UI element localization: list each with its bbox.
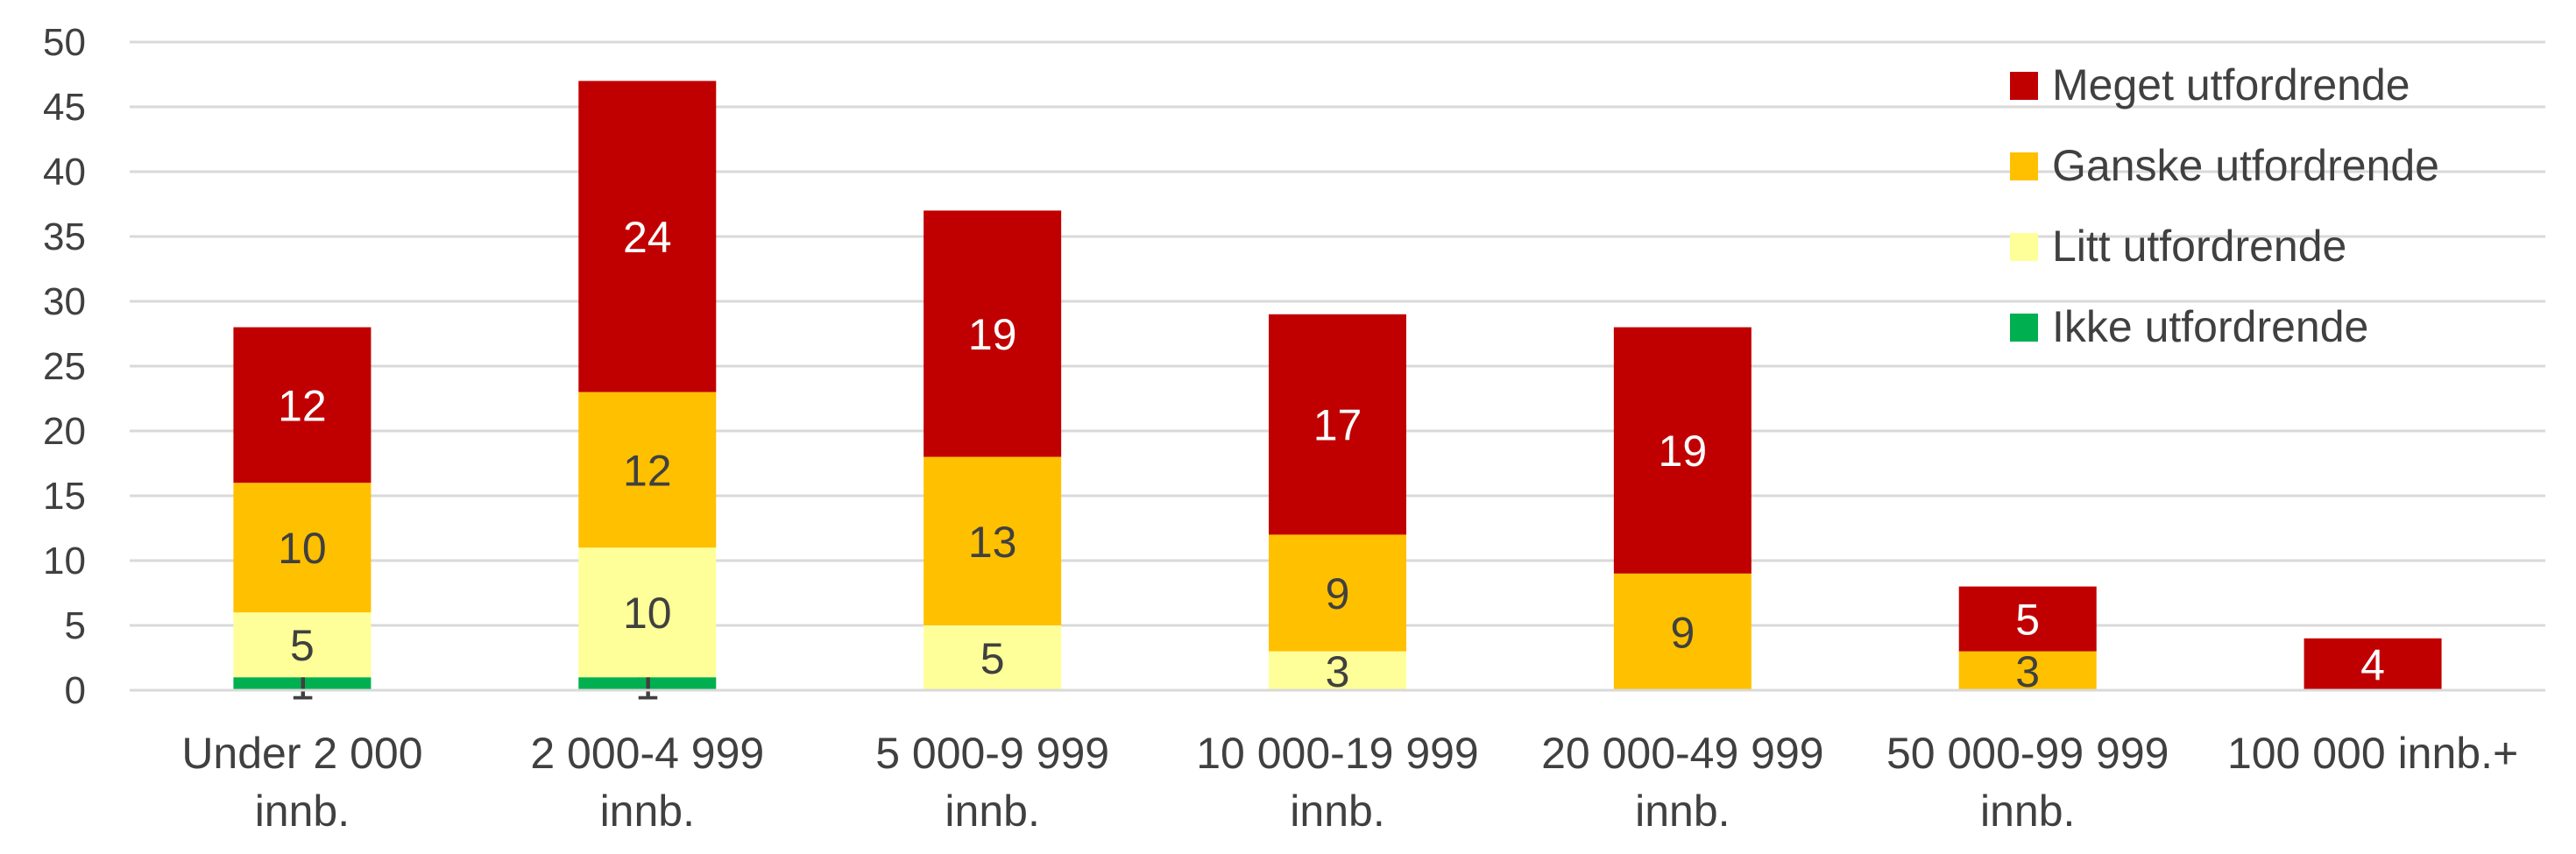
data-label: 9 — [1326, 569, 1350, 618]
legend-swatch — [2010, 233, 2038, 261]
bar-segment — [1958, 651, 2097, 690]
data-label: 3 — [1326, 647, 1350, 696]
legend: Meget utfordrende Ganske utfordrende Litt … — [2010, 60, 2439, 351]
bar-segment — [924, 456, 1062, 625]
x-category-label: innb. — [255, 787, 350, 836]
y-axis: 0 5 10 15 20 25 30 35 40 45 50 — [43, 21, 86, 712]
bar-segment — [2304, 638, 2442, 690]
data-label: 24 — [623, 213, 672, 262]
y-tick-label: 25 — [43, 345, 86, 388]
y-tick-label: 0 — [65, 669, 86, 712]
bar-segment — [1269, 314, 1406, 535]
x-category-label: innb. — [1980, 787, 2075, 836]
bar-segment — [578, 392, 717, 548]
y-tick-label: 45 — [43, 86, 86, 129]
bar-segment — [578, 81, 717, 392]
x-category-label: innb. — [600, 787, 695, 836]
x-category-label: Under 2 000 — [181, 729, 422, 778]
y-tick-label: 20 — [43, 410, 86, 453]
data-label: 3 — [2015, 647, 2040, 696]
data-label: 9 — [1670, 608, 1695, 657]
legend-swatch — [2010, 314, 2038, 342]
y-tick-label: 35 — [43, 215, 86, 258]
bar-segment — [1613, 327, 1752, 574]
y-tick-label: 15 — [43, 475, 86, 518]
bar-segment — [233, 327, 372, 483]
y-tick-label: 5 — [65, 604, 86, 647]
x-category-label: 10 000-19 999 — [1196, 729, 1479, 778]
bar-segment — [924, 210, 1062, 457]
legend-label: Meget utfordrende — [2052, 60, 2410, 109]
bar-segment — [233, 483, 372, 613]
legend-swatch — [2010, 72, 2038, 100]
legend-label: Ikke utfordrende — [2052, 302, 2368, 351]
bar-segment — [233, 612, 372, 678]
legend-label: Ganske utfordrende — [2052, 141, 2439, 190]
data-label: 12 — [278, 381, 327, 430]
y-tick-label: 10 — [43, 540, 86, 582]
x-category-label: innb. — [1635, 787, 1730, 836]
data-label: 12 — [623, 446, 672, 495]
data-label: 5 — [2015, 596, 2040, 645]
data-label: 5 — [290, 621, 315, 670]
x-category-label: 2 000-4 999 — [530, 729, 764, 778]
data-label: 19 — [1659, 427, 1708, 476]
x-category-label: innb. — [945, 787, 1039, 836]
data-label: 10 — [623, 589, 672, 638]
data-label: 13 — [968, 518, 1017, 567]
x-category-label: 50 000-99 999 — [1886, 729, 2169, 778]
data-label: 10 — [278, 524, 327, 573]
bar-segment — [1269, 651, 1406, 690]
x-category-label: 20 000-49 999 — [1541, 729, 1824, 778]
y-tick-label: 50 — [43, 21, 86, 64]
bar-segment — [1613, 573, 1752, 690]
x-axis: Under 2 000 innb. 2 000-4 999 innb. 5 000-9 … — [130, 688, 2545, 836]
y-tick-label: 40 — [43, 151, 86, 194]
data-label: 17 — [1313, 401, 1362, 450]
legend-swatch — [2010, 152, 2038, 180]
bar-segment — [233, 677, 372, 690]
x-category-label: 100 000 innb.+ — [2227, 729, 2518, 778]
data-label: 19 — [968, 310, 1017, 359]
data-label: 5 — [980, 634, 1005, 683]
x-category-label: innb. — [1290, 787, 1384, 836]
bar-segment — [578, 547, 717, 678]
y-tick-label: 30 — [43, 280, 86, 323]
data-label: 4 — [2360, 640, 2385, 689]
bar-segment — [924, 625, 1062, 690]
bar-segment — [578, 677, 717, 690]
bar-segment — [1269, 534, 1406, 652]
legend-label: Litt utfordrende — [2052, 222, 2346, 271]
bar-segment — [1958, 586, 2097, 652]
x-category-label: 5 000-9 999 — [875, 729, 1109, 778]
